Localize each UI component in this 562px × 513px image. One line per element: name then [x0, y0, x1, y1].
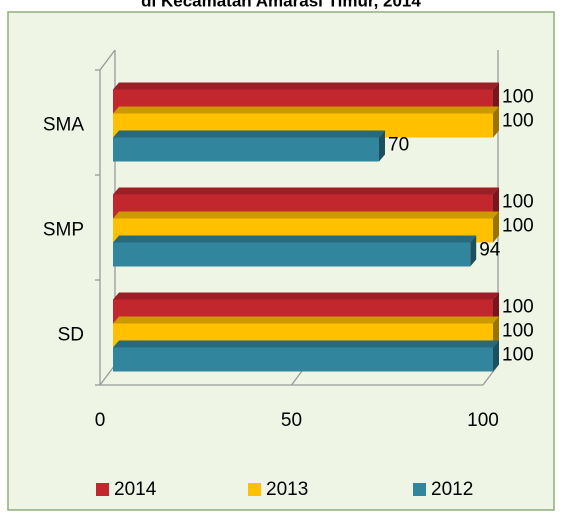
- legend-swatch: [248, 483, 261, 496]
- data-label: 100: [502, 192, 534, 213]
- data-label: 100: [502, 87, 534, 108]
- data-label: 100: [502, 345, 534, 366]
- bar-front: [113, 242, 471, 267]
- data-label: 94: [479, 240, 501, 261]
- y-tick-label: SD: [58, 325, 84, 346]
- bar-top: [113, 187, 499, 195]
- bar-side: [493, 82, 499, 114]
- chart-title: di Kecamatan Amarasi Timur, 2014: [141, 0, 421, 10]
- bar: [113, 235, 477, 267]
- bar-top: [113, 292, 499, 300]
- bar: [113, 130, 385, 162]
- legend-swatch: [96, 483, 109, 496]
- y-tick-label: SMP: [43, 220, 84, 241]
- x-tick-label: 0: [95, 410, 106, 431]
- top-left-edge: [99, 49, 116, 71]
- data-label: 100: [502, 111, 534, 132]
- bar-front: [113, 347, 493, 372]
- bar-top: [113, 340, 499, 348]
- bar-side: [493, 106, 499, 138]
- bar-side: [493, 316, 499, 348]
- bar-side: [493, 340, 499, 372]
- bar-side: [493, 187, 499, 219]
- y-tick-label: SMA: [43, 115, 85, 136]
- bar-side: [470, 235, 477, 267]
- x-tick-label: 50: [281, 410, 302, 431]
- bar-side: [379, 130, 385, 162]
- bar-side: [493, 211, 499, 243]
- x-tick-label: 100: [467, 410, 499, 431]
- bar-side: [493, 292, 499, 324]
- bar: [113, 340, 499, 372]
- bar-top: [113, 106, 499, 114]
- legend-label: 2013: [266, 479, 308, 500]
- legend-swatch: [413, 483, 426, 496]
- legend-label: 2014: [114, 479, 157, 500]
- data-label: 70: [388, 135, 409, 156]
- data-label: 100: [502, 216, 534, 237]
- bar-top: [113, 211, 499, 219]
- bar-front: [113, 137, 379, 162]
- bar-top: [113, 316, 499, 324]
- bar-top: [113, 235, 477, 243]
- legend-label: 2012: [431, 479, 473, 500]
- data-label: 100: [502, 321, 534, 342]
- bar-top: [113, 82, 499, 90]
- bar-top: [113, 130, 385, 138]
- grid-line: [99, 364, 116, 386]
- data-label: 100: [502, 297, 534, 318]
